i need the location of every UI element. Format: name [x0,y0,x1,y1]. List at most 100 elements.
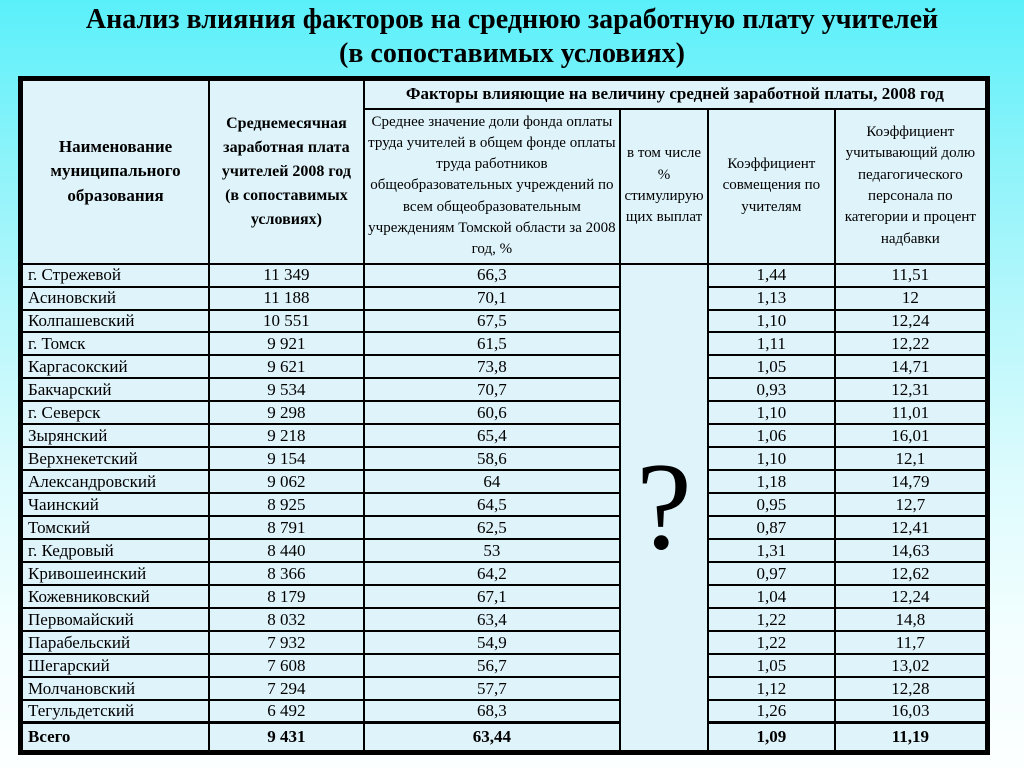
share-cell: 67,5 [362,308,622,334]
table-row: Каргасокский 9 621 73,8 1,05 14,71 [19,354,989,380]
salary-cell: 6 492 [208,698,365,724]
table-row: Кривошеинский 8 366 64,2 0,97 12,62 [19,561,989,587]
coeff-pedagog-cell: 12,24 [833,308,989,334]
table-row: г. Стрежевой 11 349 66,3? 1,44 11,51 [19,262,989,754]
table-row: Первомайский 8 032 63,4 1,22 14,8 [19,607,989,633]
header-coeff-pedagog: Коэффициент учитывающий долю педагогичес… [833,107,989,265]
coeff-combine-cell: 1,12 [707,676,836,701]
coeff-combine-cell: 1,13 [707,285,836,311]
table-row: Зырянский 9 218 65,4 1,06 16,01 [19,423,989,449]
salary-cell: 9 534 [208,377,365,403]
salary-cell: 7 608 [208,653,365,679]
table-body: г. Стрежевой 11 349 66,3? 1,44 11,51 Асиновск… [19,262,989,754]
coeff-combine-cell: 1,10 [707,446,836,472]
share-cell: 53 [362,538,622,564]
coeff-combine-cell: 0,93 [707,377,836,403]
municipality-cell: Кожевниковский [19,584,211,610]
share-cell: 54,9 [362,630,622,656]
table-row: Шегарский 7 608 56,7 1,05 13,02 [19,653,989,679]
coeff-pedagog-cell: 12,28 [833,676,989,701]
coeff-pedagog-cell: 14,79 [833,469,989,495]
share-cell: 57,7 [362,676,622,701]
table-row: Чаинский 8 925 64,5 0,95 12,7 [19,492,989,518]
municipality-cell: Каргасокский [19,354,211,380]
table-header: Наименование муниципального образования … [19,77,989,265]
share-cell: 64,2 [362,561,622,587]
table-row: Томский 8 791 62,5 0,87 12,41 [19,515,989,541]
salary-cell: 8 925 [208,492,365,518]
salary-cell: 8 791 [208,515,365,541]
share-cell: 70,1 [362,285,622,311]
municipality-cell: Зырянский [19,423,211,449]
municipality-cell: Молчановский [19,676,211,701]
table-row: Кожевниковский 8 179 67,1 1,04 12,24 [19,584,989,610]
salary-cell: 11 349 [208,262,365,288]
coeff-pedagog-cell: 11,7 [833,630,989,656]
coeff-combine-cell: 1,04 [707,584,836,610]
coeff-pedagog-cell: 11,51 [833,262,989,288]
salary-cell: 9 298 [208,400,365,426]
coeff-pedagog-cell: 12,1 [833,446,989,472]
table-row: г. Северск 9 298 60,6 1,10 11,01 [19,400,989,426]
total-row: Всего 9 431 63,44 1,09 11,19 [19,721,989,754]
coeff-combine-cell: 0,97 [707,561,836,587]
table-row: Бакчарский 9 534 70,7 0,93 12,31 [19,377,989,403]
coeff-combine-cell: 0,87 [707,515,836,541]
coeff-combine-cell: 1,11 [707,331,836,357]
municipality-cell: г. Кедровый [19,538,211,564]
coeff-pedagog-cell: 12 [833,285,989,311]
municipality-cell: Кривошеинский [19,561,211,587]
share-cell: 62,5 [362,515,622,541]
share-cell: 65,4 [362,423,622,449]
salary-cell: 9 062 [208,469,365,495]
table-row: Молчановский 7 294 57,7 1,12 12,28 [19,676,989,701]
table-row: Асиновский 11 188 70,1 1,13 12 [19,285,989,311]
salary-cell: 7 932 [208,630,365,656]
municipality-cell: Колпашевский [19,308,211,334]
municipality-cell: Чаинский [19,492,211,518]
header-share: Среднее значение доли фонда оплаты труда… [362,107,622,265]
municipality-cell: Парабельский [19,630,211,656]
share-cell: 68,3 [362,698,622,724]
factors-table: Наименование муниципального образования … [18,76,990,755]
salary-cell: 9 218 [208,423,365,449]
share-cell: 64,5 [362,492,622,518]
share-cell: 63,4 [362,607,622,633]
table-row: Колпашевский 10 551 67,5 1,10 12,24 [19,308,989,334]
salary-cell: 9 431 [208,721,365,754]
coeff-pedagog-cell: 12,31 [833,377,989,403]
share-cell: 73,8 [362,354,622,380]
coeff-pedagog-cell: 12,22 [833,331,989,357]
coeff-combine-cell: 1,10 [707,308,836,334]
salary-cell: 10 551 [208,308,365,334]
municipality-cell: Верхнекетский [19,446,211,472]
municipality-cell: Александровский [19,469,211,495]
table-row: Александровский 9 062 64 1,18 14,79 [19,469,989,495]
header-row-group: Наименование муниципального образования … [19,77,989,265]
coeff-pedagog-cell: 12,62 [833,561,989,587]
coeff-pedagog-cell: 11,19 [833,721,989,754]
header-stimul: в том числе % стимулирующих выплат [619,107,710,265]
coeff-pedagog-cell: 12,7 [833,492,989,518]
municipality-cell: Шегарский [19,653,211,679]
coeff-combine-cell: 1,10 [707,400,836,426]
share-cell: 56,7 [362,653,622,679]
header-municipality: Наименование муниципального образования [19,77,211,265]
municipality-cell: г. Стрежевой [19,262,211,288]
coeff-combine-cell: 1,06 [707,423,836,449]
municipality-cell: Асиновский [19,285,211,311]
share-cell: 64 [362,469,622,495]
header-coeff-combine: Коэффициент совмещения по учителям [707,107,836,265]
salary-cell: 7 294 [208,676,365,701]
coeff-pedagog-cell: 14,63 [833,538,989,564]
coeff-pedagog-cell: 16,01 [833,423,989,449]
coeff-combine-cell: 1,05 [707,354,836,380]
coeff-pedagog-cell: 14,71 [833,354,989,380]
municipality-cell: Тегульдетский [19,698,211,724]
coeff-pedagog-cell: 13,02 [833,653,989,679]
municipality-cell: г. Северск [19,400,211,426]
share-cell: 61,5 [362,331,622,357]
coeff-pedagog-cell: 16,03 [833,698,989,724]
salary-cell: 9 921 [208,331,365,357]
